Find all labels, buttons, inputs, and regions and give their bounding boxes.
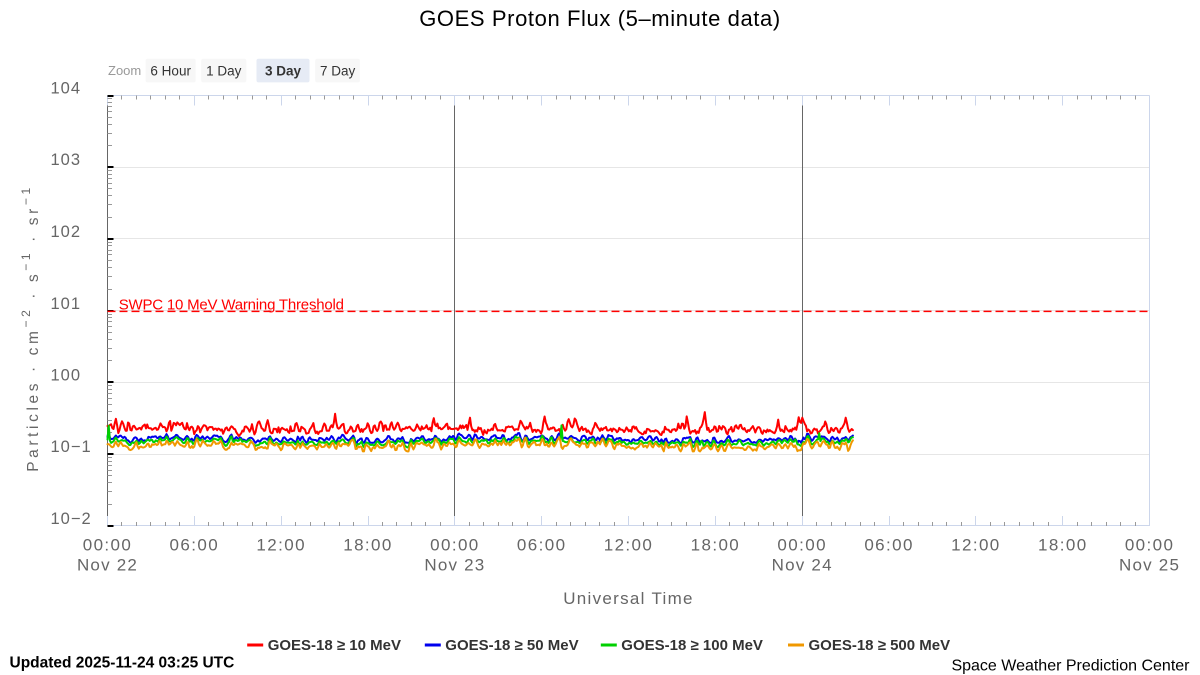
- svg-text:18:00: 18:00: [691, 536, 741, 555]
- svg-text:00:00: 00:00: [1125, 536, 1175, 555]
- svg-text:06:00: 06:00: [517, 536, 567, 555]
- svg-text:103: 103: [51, 151, 82, 169]
- svg-text:10−2: 10−2: [51, 510, 92, 528]
- svg-text:100: 100: [51, 367, 82, 385]
- svg-text:00:00: 00:00: [777, 536, 827, 555]
- svg-text:SWPC 10 MeV Warning Threshold: SWPC 10 MeV Warning Threshold: [119, 296, 344, 313]
- svg-text:3 Day: 3 Day: [265, 64, 302, 79]
- svg-text:18:00: 18:00: [343, 536, 393, 555]
- svg-text:Zoom: Zoom: [108, 63, 141, 78]
- svg-text:00:00: 00:00: [83, 536, 133, 555]
- svg-text:GOES-18 ≥ 50 MeV: GOES-18 ≥ 50 MeV: [445, 637, 578, 654]
- svg-text:10−1: 10−1: [51, 438, 92, 456]
- svg-text:GOES Proton Flux (5–minute dat: GOES Proton Flux (5–minute data): [419, 6, 781, 31]
- svg-text:GOES-18 ≥ 10 MeV: GOES-18 ≥ 10 MeV: [268, 637, 401, 654]
- svg-text:06:00: 06:00: [170, 536, 220, 555]
- svg-text:Nov 23: Nov 23: [424, 556, 485, 575]
- svg-text:Updated 2025-11-24 03:25 UTC: Updated 2025-11-24 03:25 UTC: [10, 655, 235, 672]
- svg-text:Universal Time: Universal Time: [563, 589, 694, 608]
- svg-text:Nov 22: Nov 22: [77, 556, 138, 575]
- svg-text:104: 104: [51, 80, 82, 98]
- svg-text:12:00: 12:00: [604, 536, 654, 555]
- svg-text:12:00: 12:00: [951, 536, 1001, 555]
- svg-text:Space Weather Prediction Cente: Space Weather Prediction Center: [951, 658, 1190, 675]
- svg-text:18:00: 18:00: [1038, 536, 1088, 555]
- svg-text:Nov 24: Nov 24: [772, 556, 833, 575]
- svg-text:7 Day: 7 Day: [320, 64, 356, 79]
- svg-text:102: 102: [51, 223, 82, 241]
- svg-text:GOES-18 ≥ 100 MeV: GOES-18 ≥ 100 MeV: [621, 637, 763, 654]
- svg-text:06:00: 06:00: [864, 536, 914, 555]
- svg-text:1 Day: 1 Day: [206, 64, 242, 79]
- svg-text:Nov 25: Nov 25: [1119, 556, 1180, 575]
- svg-text:00:00: 00:00: [430, 536, 480, 555]
- svg-text:12:00: 12:00: [256, 536, 306, 555]
- svg-text:6 Hour: 6 Hour: [150, 64, 191, 79]
- svg-text:101: 101: [51, 295, 82, 313]
- svg-text:GOES-18 ≥ 500 MeV: GOES-18 ≥ 500 MeV: [809, 637, 951, 654]
